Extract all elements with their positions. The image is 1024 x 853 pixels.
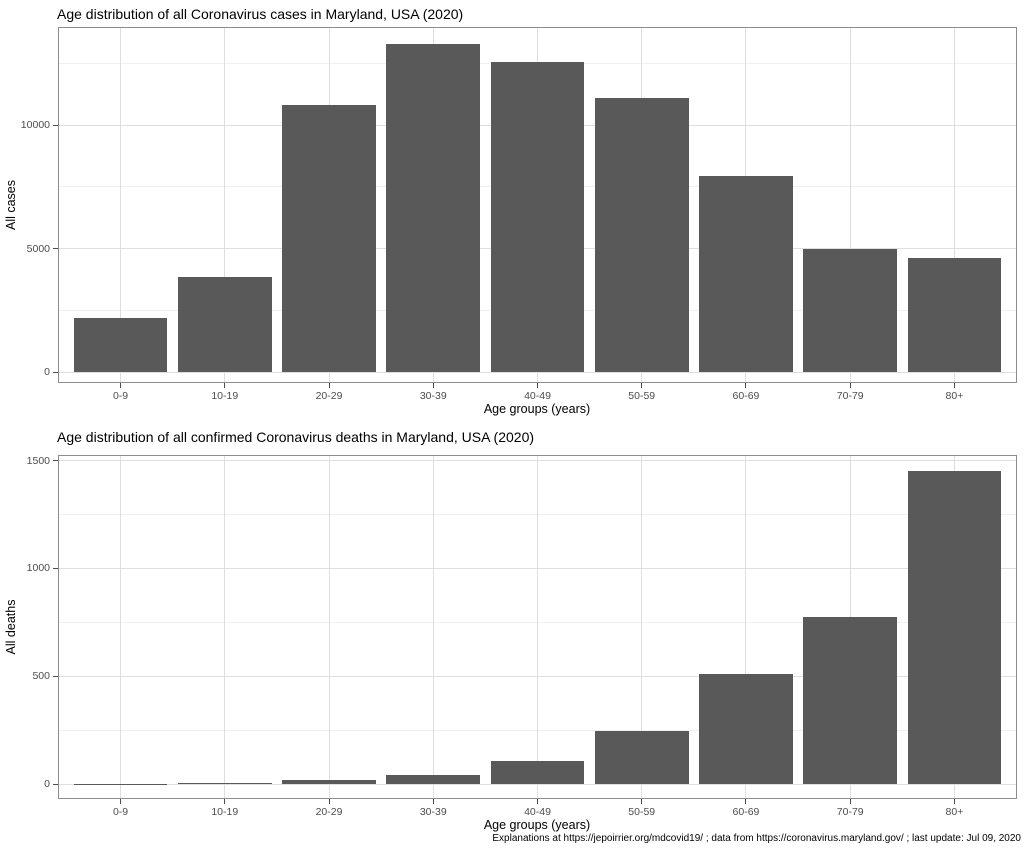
gridline-vertical (849, 27, 851, 383)
y-tick (53, 371, 58, 373)
bar (907, 471, 1002, 785)
x-tick-label: 0-9 (112, 805, 129, 818)
y-tick (53, 460, 58, 462)
x-tick-label: 80+ (945, 390, 964, 402)
x-tick (745, 798, 747, 804)
y-tick (53, 124, 58, 126)
y-tick (53, 248, 58, 250)
y-tick-label: 1000 (26, 562, 50, 575)
x-tick-label: 50-59 (628, 390, 656, 402)
y-tick (53, 675, 58, 677)
bar (803, 248, 898, 372)
bar (73, 318, 168, 372)
chart-cases-y-axis-title: All cases (4, 179, 18, 231)
chart-deaths-y-axis-title: All deaths (4, 599, 18, 655)
bar (803, 617, 898, 785)
y-tick (53, 783, 58, 785)
bar (490, 62, 585, 372)
x-tick (537, 383, 538, 388)
x-tick (432, 798, 434, 804)
x-tick (224, 383, 226, 388)
bar (699, 673, 793, 785)
x-tick (537, 798, 538, 804)
x-tick-label: 0-9 (112, 390, 129, 402)
x-tick-label: 30-39 (419, 805, 447, 818)
x-tick (224, 798, 226, 804)
gridline-vertical (953, 27, 955, 383)
y-tick-label: 10000 (20, 119, 50, 132)
x-tick (432, 383, 434, 388)
x-tick (953, 798, 955, 804)
x-tick-label: 30-39 (419, 390, 447, 402)
y-tick-label: 5000 (26, 242, 50, 255)
x-tick (745, 383, 747, 388)
bar (699, 175, 793, 372)
bar (594, 730, 689, 785)
x-tick-label: 10-19 (211, 805, 239, 818)
gridline-vertical (745, 455, 747, 799)
x-tick (120, 798, 122, 804)
panel-border (58, 455, 1017, 799)
bar (594, 97, 689, 372)
bar (282, 105, 376, 372)
bar (907, 257, 1002, 372)
chart-cases-x-axis-title: Age groups (years) (483, 402, 591, 416)
y-tick-label: 0 (44, 778, 50, 791)
figure-footer: Explanations at https://jepoirrier.org/m… (492, 833, 1021, 844)
y-tick-label: 500 (32, 670, 50, 683)
gridline-vertical (328, 455, 330, 799)
gridline-vertical (432, 455, 434, 799)
bar (282, 779, 376, 785)
gridline-vertical (641, 455, 643, 799)
x-tick (641, 798, 643, 804)
y-tick (53, 567, 58, 569)
gridline-vertical (224, 455, 226, 799)
x-tick-label: 10-19 (211, 390, 239, 402)
x-tick (328, 798, 330, 804)
x-tick (641, 383, 643, 388)
x-tick-label: 40-49 (524, 805, 551, 818)
bar (490, 761, 585, 785)
x-tick-label: 20-29 (315, 805, 343, 818)
x-tick-label: 70-79 (836, 805, 864, 818)
x-tick (120, 383, 122, 388)
x-tick-label: 60-69 (732, 805, 760, 818)
x-tick (328, 383, 330, 388)
x-tick-label: 40-49 (524, 390, 551, 402)
gridline-vertical (224, 27, 226, 383)
bar (177, 276, 272, 372)
x-tick-label: 80+ (945, 805, 964, 818)
x-tick-label: 20-29 (315, 390, 343, 402)
chart-deaths-title: Age distribution of all confirmed Corona… (57, 429, 535, 445)
panel-border (58, 27, 1017, 383)
chart-deaths-x-axis-title: Age groups (years) (483, 818, 591, 832)
x-tick-label: 60-69 (732, 390, 760, 402)
y-tick-label: 1500 (26, 454, 50, 467)
bar (386, 774, 481, 785)
gridline-vertical (120, 455, 122, 799)
x-tick-label: 70-79 (836, 390, 864, 402)
x-tick (953, 383, 955, 388)
y-tick-label: 0 (44, 366, 50, 378)
x-tick-label: 50-59 (628, 805, 656, 818)
chart-cases-title: Age distribution of all Coronavirus case… (57, 6, 464, 22)
gridline-vertical (120, 27, 122, 383)
x-tick (849, 798, 851, 804)
bar (386, 43, 481, 372)
gridline-vertical (537, 455, 538, 799)
bar (177, 783, 272, 785)
x-tick (849, 383, 851, 388)
